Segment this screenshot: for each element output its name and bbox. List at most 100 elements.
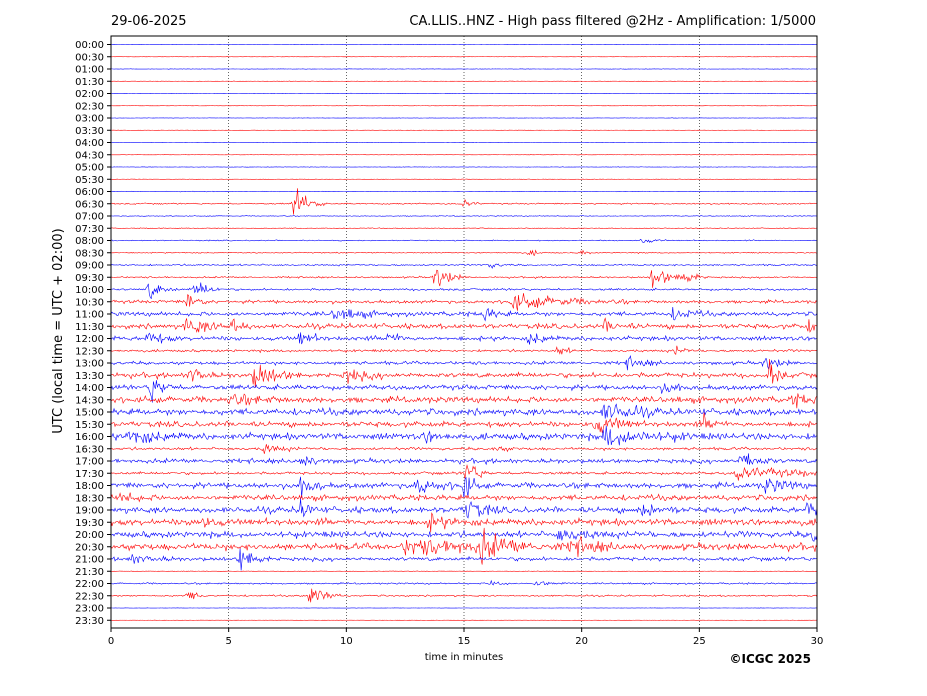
x-tick-label: 0 <box>108 636 114 647</box>
trace-line-2230 <box>110 588 818 603</box>
trace-line-1730 <box>110 464 818 481</box>
y-tick-label: 11:30 <box>75 322 104 333</box>
y-tick-label: 21:00 <box>75 555 104 566</box>
trace-line-0130 <box>110 80 818 82</box>
y-tick-label: 12:30 <box>75 346 104 357</box>
y-tick-label: 04:00 <box>75 138 104 149</box>
trace-line-1200 <box>110 332 818 345</box>
trace-line-1530 <box>110 412 818 433</box>
trace-line-1000 <box>110 282 818 300</box>
y-tick-label: 02:00 <box>75 89 104 100</box>
y-tick-label: 19:30 <box>75 518 104 529</box>
y-tick-label: 10:00 <box>75 285 104 296</box>
y-tick-label: 18:00 <box>75 481 104 492</box>
y-tick-label: 16:30 <box>75 444 104 455</box>
trace-line-0700 <box>110 215 818 217</box>
y-tick-label: 20:30 <box>75 542 104 553</box>
y-tick-label: 08:30 <box>75 248 104 259</box>
y-tick-label: 10:30 <box>75 297 104 308</box>
trace-line-1800 <box>110 476 818 498</box>
trace-line-0830 <box>110 249 818 256</box>
vertical-grid <box>228 36 700 628</box>
y-tick-label: 04:30 <box>75 150 104 161</box>
y-tick-label: 18:30 <box>75 493 104 504</box>
y-tick-label: 09:30 <box>75 273 104 284</box>
trace-line-1630 <box>110 444 818 454</box>
y-tick-label: 22:30 <box>75 591 104 602</box>
trace-line-2200 <box>110 579 818 586</box>
y-tick-label: 05:30 <box>75 175 104 186</box>
trace-line-0500 <box>110 166 818 168</box>
y-tick-label: 20:00 <box>75 530 104 541</box>
y-tick-label: 17:30 <box>75 469 104 480</box>
x-tick-label: 25 <box>693 636 706 647</box>
trace-line-0600 <box>110 190 818 193</box>
y-tick-label: 21:30 <box>75 567 104 578</box>
y-tick-label: 08:00 <box>75 236 104 247</box>
trace-line-0930 <box>110 269 818 288</box>
trace-line-1130 <box>110 317 818 333</box>
y-tick-label: 12:00 <box>75 334 104 345</box>
y-tick-label: 07:00 <box>75 212 104 223</box>
y-tick-label: 15:00 <box>75 408 104 419</box>
y-tick-label: 03:00 <box>75 114 104 125</box>
trace-line-0530 <box>110 178 818 180</box>
copyright-credit: ©ICGC 2025 <box>729 652 811 666</box>
trace-line-1430 <box>110 393 818 409</box>
x-axis-label: time in minutes <box>425 652 504 663</box>
trace-line-0100 <box>110 68 818 70</box>
y-tick-label: 01:00 <box>75 65 104 76</box>
y-tick-label: 00:30 <box>75 52 104 63</box>
x-tick-label: 15 <box>458 636 471 647</box>
y-tick-label: 06:30 <box>75 199 104 210</box>
trace-line-2030 <box>110 527 818 565</box>
x-tick-label: 30 <box>811 636 824 647</box>
y-tick-label: 13:00 <box>75 359 104 370</box>
chart-title: CA.LLIS..HNZ - High pass filtered @2Hz -… <box>409 14 816 29</box>
y-tick-label: 19:00 <box>75 506 104 517</box>
y-tick-label: 13:30 <box>75 371 104 382</box>
y-tick-label: 14:30 <box>75 395 104 406</box>
trace-line-0800 <box>110 238 818 243</box>
trace-line-0630 <box>110 188 818 215</box>
trace-line-1330 <box>110 359 818 388</box>
trace-line-1600 <box>110 425 818 446</box>
y-tick-label: 03:30 <box>75 126 104 137</box>
y-tick-label: 07:30 <box>75 224 104 235</box>
y-tick-label: 15:30 <box>75 420 104 431</box>
x-tick-label: 5 <box>225 636 231 647</box>
y-tick-label: 14:00 <box>75 383 104 394</box>
trace-line-0730 <box>110 227 818 230</box>
y-tick-label: 00:00 <box>75 40 104 51</box>
y-tick-label: 01:30 <box>75 77 104 88</box>
trace-line-2130 <box>110 570 818 572</box>
trace-line-1400 <box>110 380 818 403</box>
trace-line-1300 <box>110 354 818 371</box>
trace-line-2100 <box>110 548 818 571</box>
trace-line-0900 <box>110 263 818 269</box>
x-tick-label: 20 <box>575 636 588 647</box>
y-tick-label: 02:30 <box>75 101 104 112</box>
trace-line-1230 <box>110 345 818 356</box>
trace-line-0200 <box>110 92 818 95</box>
x-tick-label: 10 <box>340 636 353 647</box>
y-tick-label: 06:00 <box>75 187 104 198</box>
trace-line-1830 <box>110 492 818 503</box>
x-axis-ticks: 0 5 10 15 20 25 30 <box>108 628 824 647</box>
trace-line-1930 <box>110 512 818 533</box>
seismic-traces <box>110 44 818 621</box>
trace-line-1900 <box>110 498 818 519</box>
y-tick-label: 05:00 <box>75 163 104 174</box>
trace-line-1700 <box>110 453 818 466</box>
y-tick-label: 09:00 <box>75 261 104 272</box>
y-axis-label: UTC (local time = UTC + 02:00) <box>51 228 66 433</box>
y-tick-label: 17:00 <box>75 457 104 468</box>
y-tick-label: 11:00 <box>75 310 104 321</box>
trace-line-2000 <box>110 529 818 542</box>
trace-line-1100 <box>110 306 818 322</box>
chart-date: 29-06-2025 <box>111 14 187 29</box>
trace-line-1030 <box>110 293 818 311</box>
y-tick-label: 22:00 <box>75 579 104 590</box>
